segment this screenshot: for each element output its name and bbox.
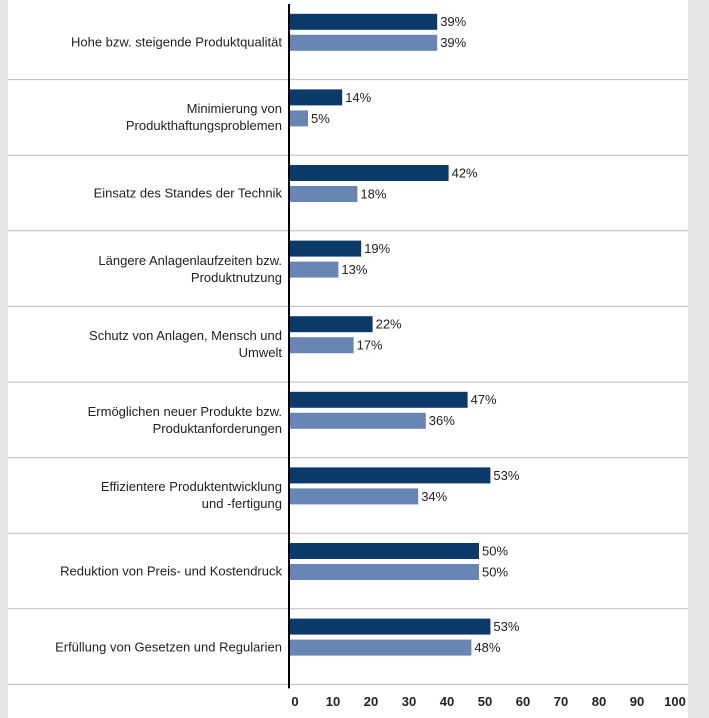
category-label: Ermöglichen neuer Produkte bzw. Produkta… bbox=[87, 403, 282, 436]
bar bbox=[289, 34, 438, 51]
category-label: Erfüllung von Gesetzen und Regularien bbox=[55, 639, 282, 655]
bar bbox=[289, 391, 468, 408]
bar bbox=[289, 543, 479, 559]
bar bbox=[289, 110, 308, 127]
value-label: 5% bbox=[311, 111, 330, 126]
value-label: 48% bbox=[474, 640, 500, 655]
value-label: 50% bbox=[482, 564, 508, 579]
value-label: 42% bbox=[452, 165, 478, 180]
category-label: Minimierung von Produkthaftungsproblemen bbox=[125, 101, 282, 134]
x-tick-label: 80 bbox=[592, 694, 606, 709]
x-tick-label: 0 bbox=[291, 694, 298, 709]
bar bbox=[289, 186, 358, 202]
bar bbox=[289, 240, 362, 257]
value-label: 39% bbox=[440, 14, 466, 29]
bar bbox=[289, 89, 343, 106]
value-label: 13% bbox=[341, 262, 367, 277]
x-tick-label: 10 bbox=[326, 694, 340, 709]
bar bbox=[289, 316, 373, 333]
bar bbox=[289, 261, 339, 278]
category-label: Längere Anlagenlaufzeiten bzw. Produktnu… bbox=[98, 252, 282, 285]
category-label: Effizientere Produktentwicklung und -fer… bbox=[100, 479, 282, 512]
value-label: 14% bbox=[345, 90, 371, 105]
value-label: 53% bbox=[493, 619, 519, 634]
value-label: 47% bbox=[471, 392, 497, 407]
x-tick-label: 90 bbox=[630, 694, 644, 709]
category-label: Reduktion von Preis- und Kostendruck bbox=[60, 563, 282, 579]
bar bbox=[289, 639, 472, 656]
category-label: Schutz von Anlagen, Mensch und Umwelt bbox=[89, 328, 282, 361]
bar bbox=[289, 488, 419, 505]
x-tick-label: 100 bbox=[664, 694, 686, 709]
value-label: 36% bbox=[429, 413, 455, 428]
bar bbox=[289, 412, 426, 429]
x-tick-label: 60 bbox=[516, 694, 530, 709]
value-label: 50% bbox=[482, 543, 508, 558]
bar bbox=[289, 564, 479, 580]
bar bbox=[289, 467, 491, 484]
value-label: 34% bbox=[421, 489, 447, 504]
x-tick-label: 30 bbox=[402, 694, 416, 709]
value-label: 53% bbox=[493, 468, 519, 483]
x-tick-label: 40 bbox=[440, 694, 454, 709]
category-label: Hohe bzw. steigende Produktqualität bbox=[70, 34, 282, 50]
x-tick-label: 50 bbox=[478, 694, 492, 709]
plot-background bbox=[8, 0, 688, 718]
bar bbox=[289, 337, 354, 354]
value-label: 39% bbox=[440, 35, 466, 50]
value-label: 18% bbox=[360, 186, 386, 201]
x-tick-label: 20 bbox=[364, 694, 378, 709]
bar bbox=[289, 165, 449, 181]
bar bbox=[289, 618, 491, 635]
category-label: Einsatz des Standes der Technik bbox=[93, 185, 282, 201]
value-label: 19% bbox=[364, 241, 390, 256]
value-label: 17% bbox=[357, 338, 383, 353]
x-tick-label: 70 bbox=[554, 694, 568, 709]
bar bbox=[289, 13, 438, 30]
value-label: 22% bbox=[376, 317, 402, 332]
